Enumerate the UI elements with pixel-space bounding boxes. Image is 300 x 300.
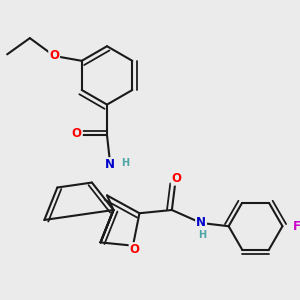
Text: F: F <box>293 220 300 233</box>
Text: O: O <box>172 172 182 185</box>
Text: N: N <box>196 217 206 230</box>
Text: N: N <box>105 158 115 171</box>
Text: H: H <box>198 230 206 240</box>
Text: H: H <box>121 158 129 168</box>
Text: O: O <box>130 243 140 256</box>
Text: O: O <box>72 127 82 140</box>
Text: O: O <box>49 50 59 62</box>
